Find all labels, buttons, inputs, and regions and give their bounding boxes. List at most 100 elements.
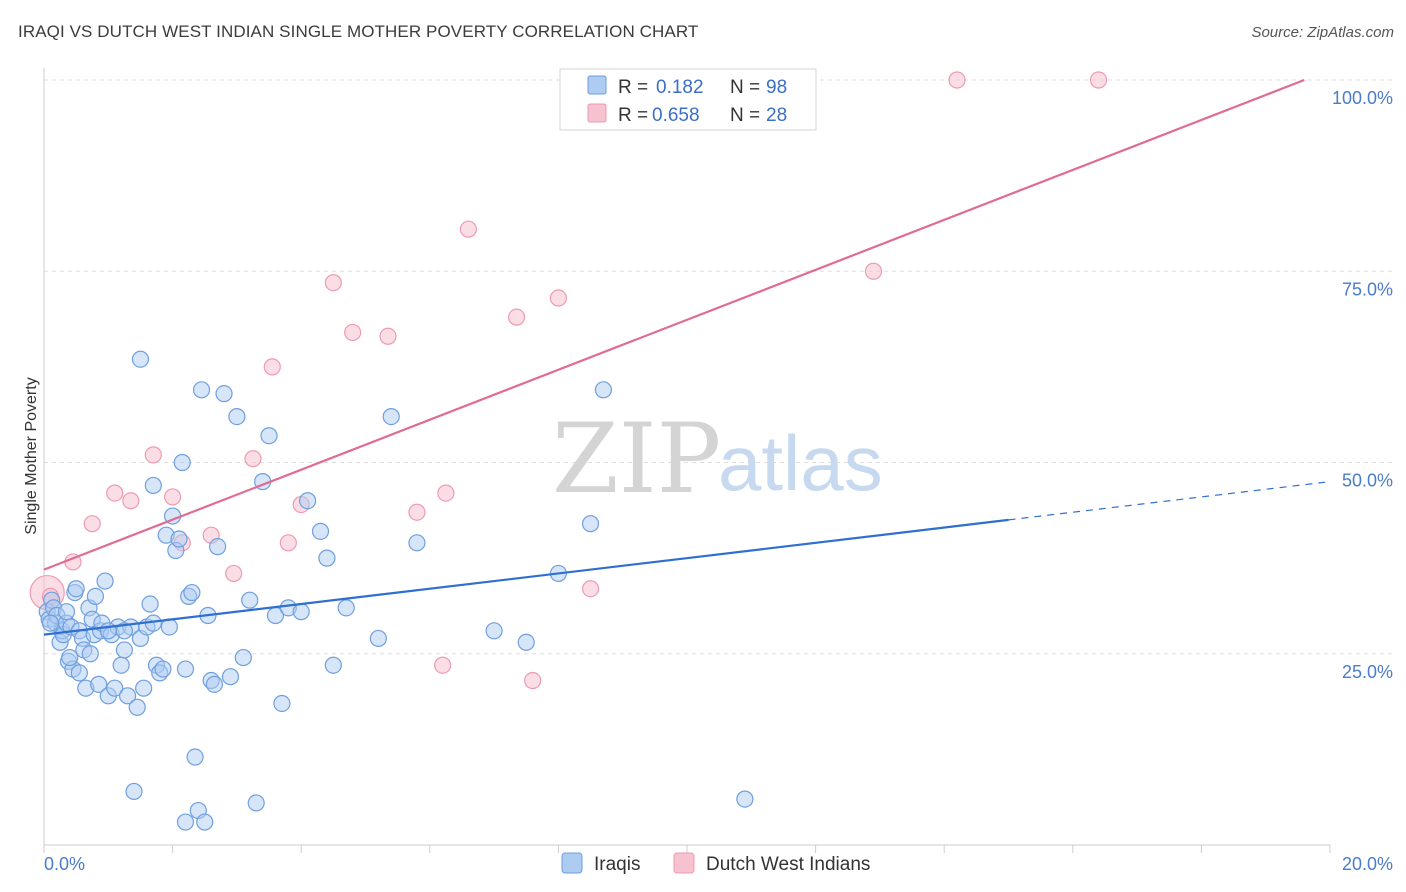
- dutch-point-17: [379, 327, 397, 345]
- iraqi-point-85: [581, 515, 600, 533]
- y-tick-label-0: 25.0%: [1342, 662, 1393, 682]
- iraqi-point-27: [96, 572, 114, 590]
- legend-r-value-dutch: 0.658: [652, 105, 700, 126]
- iraqi-point-65: [228, 408, 246, 426]
- bottom-legend-swatch-iraqi: [561, 852, 583, 874]
- dutch-point-11: [244, 450, 262, 468]
- dutch-point-26: [864, 262, 883, 280]
- x-tick-label-0: 0.0%: [44, 854, 85, 874]
- iraqi-point-83: [517, 633, 535, 651]
- dutch-point-28: [1089, 71, 1108, 89]
- iraqi-point-74: [299, 492, 317, 510]
- iraqi-point-87: [736, 790, 754, 808]
- trend-lines: [43, 78, 1331, 636]
- legend-r-label-dutch: R =: [618, 105, 648, 126]
- iraqi-point-30: [106, 679, 124, 697]
- iraqi-point-70: [260, 427, 278, 445]
- iraqi-point-66: [234, 648, 252, 667]
- dutch-point-18: [408, 503, 426, 521]
- iraqi-point-58: [196, 813, 214, 831]
- dutch-point-12: [263, 358, 281, 376]
- bottom-legend: Iraqis Dutch West Indians: [561, 852, 870, 875]
- iraqi-point-75: [311, 522, 330, 540]
- dutch-point-22: [508, 308, 526, 326]
- iraqi-point-54: [183, 583, 201, 602]
- iraqi-point-37: [128, 698, 146, 716]
- legend-r-value-iraqi: 0.182: [656, 77, 704, 98]
- dutch-point-27: [948, 71, 966, 89]
- dutch-point-25: [581, 580, 600, 598]
- bottom-legend-label-dutch: Dutch West Indians: [706, 854, 870, 875]
- chart-title: IRAQI VS DUTCH WEST INDIAN SINGLE MOTHER…: [18, 22, 699, 41]
- iraqi-point-36: [125, 782, 143, 801]
- watermark-atlas: atlas: [718, 419, 883, 507]
- iraqi-point-90: [176, 813, 195, 831]
- iraqi-point-77: [324, 656, 342, 674]
- iraqi-point-14: [67, 580, 85, 598]
- legend-n-value-iraqi: 98: [766, 77, 787, 98]
- iraqi-point-24: [90, 675, 108, 693]
- legend-n-label-iraqi: N =: [730, 77, 760, 98]
- dutch-point-3: [83, 515, 101, 533]
- iraqi-point-81: [408, 534, 426, 552]
- iraqi-point-64: [221, 668, 240, 686]
- iraqi-point-89: [144, 476, 162, 495]
- dutch-trend-line: [43, 78, 1305, 571]
- y-tick-label-1: 50.0%: [1342, 471, 1393, 491]
- iraqi-point-45: [154, 660, 172, 678]
- legend-swatch-dutch: [587, 103, 607, 123]
- dutch-point-16: [344, 323, 362, 342]
- iraqi-point-79: [369, 629, 387, 648]
- iraqi-point-93: [99, 622, 117, 640]
- iraqi-point-52: [176, 660, 195, 678]
- iraqi-point-41: [141, 595, 159, 613]
- legend: R = 0.182 N = 98 R = 0.658 N = 28: [559, 68, 817, 131]
- bottom-legend-label-iraqi: Iraqis: [594, 854, 640, 875]
- gridlines: [44, 79, 1392, 655]
- iraqi-point-55: [186, 748, 204, 766]
- dutch-point-10: [225, 564, 243, 583]
- iraqi-trend-line: [43, 518, 1009, 636]
- dutch-point-24: [549, 289, 568, 307]
- iraqi-point-57: [192, 381, 211, 399]
- iraqi-point-34: [118, 687, 137, 705]
- x-tick-label-1: 20.0%: [1342, 854, 1393, 874]
- iraqi-point-62: [209, 538, 227, 556]
- bottom-legend-swatch-dutch: [673, 852, 695, 874]
- iraqi-point-92: [70, 664, 88, 682]
- iraqi-point-96: [41, 614, 60, 632]
- dutch-point-5: [122, 492, 140, 510]
- y-tick-label-3: 100.0%: [1332, 88, 1393, 108]
- dutch-point-7: [164, 488, 182, 506]
- iraqi-point-94: [115, 622, 133, 640]
- y-axis-title: Single Mother Poverty: [23, 377, 40, 534]
- iraqi-point-68: [247, 794, 265, 812]
- iraqi-point-97: [273, 694, 291, 713]
- tick-labels: 25.0% 50.0% 75.0% 100.0% 0.0% 20.0%: [44, 88, 1393, 874]
- iraqi-point-82: [485, 622, 503, 640]
- dutch-point-19: [434, 656, 452, 674]
- iraqi-point-78: [337, 599, 355, 617]
- dutch-point-21: [459, 220, 477, 238]
- iraqi-point-39: [135, 679, 153, 697]
- axes: [43, 68, 1331, 853]
- legend-n-label-dutch: N =: [730, 105, 760, 126]
- iraqi-trend-extension: [1008, 481, 1331, 521]
- source-label: Source: ZipAtlas.com: [1251, 24, 1394, 41]
- iraqi-point-23: [86, 587, 105, 605]
- iraqi-point-73: [292, 603, 310, 621]
- iraqi-point-91: [61, 648, 79, 667]
- iraqi-point-61: [205, 675, 223, 693]
- iraqi-point-80: [382, 408, 400, 426]
- legend-n-value-dutch: 28: [766, 105, 787, 126]
- watermark: ZIP atlas: [552, 403, 883, 515]
- dutch-point-23: [524, 671, 542, 690]
- iraqi-point-33: [115, 641, 133, 659]
- iraqi-point-51: [173, 453, 191, 472]
- iraqi-point-32: [112, 656, 130, 674]
- y-tick-label-2: 75.0%: [1342, 279, 1393, 299]
- watermark-zip: ZIP: [552, 403, 721, 515]
- legend-swatch-iraqi: [587, 75, 607, 95]
- legend-r-label-iraqi: R =: [618, 77, 648, 98]
